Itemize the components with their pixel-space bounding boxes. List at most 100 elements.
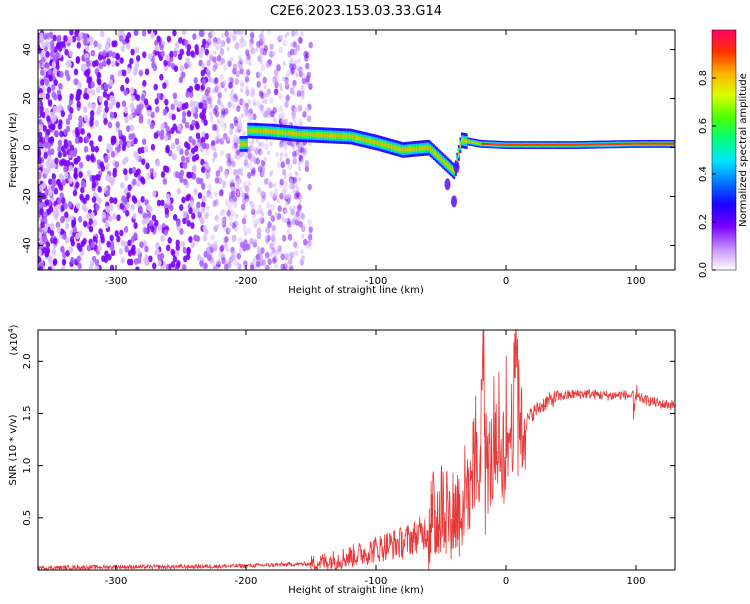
noise-cell	[118, 248, 124, 255]
noise-cell	[195, 122, 200, 130]
noise-cell	[125, 209, 130, 217]
noise-cell	[207, 37, 212, 43]
noise-cell	[190, 50, 195, 58]
noise-cell	[204, 48, 210, 56]
noise-cell	[56, 197, 62, 205]
noise-cell	[135, 266, 140, 270]
noise-cell	[227, 77, 231, 83]
noise-cell	[60, 216, 65, 224]
noise-cell	[109, 79, 114, 87]
noise-cell	[246, 69, 251, 76]
noise-cell	[227, 261, 232, 269]
noise-cell	[81, 65, 86, 72]
noise-cell	[115, 101, 121, 109]
noise-cell	[109, 111, 115, 119]
noise-cell	[47, 255, 53, 263]
noise-cell	[248, 145, 253, 153]
noise-cell	[268, 181, 273, 189]
ridge-peak-cell	[627, 142, 630, 145]
noise-cell	[109, 264, 115, 270]
noise-cell	[83, 205, 88, 213]
noise-cell	[94, 264, 100, 270]
noise-cell	[223, 181, 227, 186]
ridge-cell	[379, 142, 382, 146]
noise-cell	[186, 43, 192, 51]
noise-cell	[181, 116, 187, 124]
noise-cell	[197, 192, 203, 200]
noise-cell	[302, 152, 306, 158]
noise-cell	[86, 212, 91, 220]
noise-cell	[192, 33, 197, 41]
spectrogram-y-tick-label: 20	[22, 92, 33, 105]
ridge-cell	[242, 142, 245, 146]
noise-cell	[108, 103, 113, 110]
noise-cell	[272, 193, 277, 198]
noise-cell	[229, 130, 233, 136]
noise-cell	[121, 144, 127, 152]
noise-cell	[239, 186, 243, 192]
noise-cell	[48, 31, 54, 39]
noise-cell	[292, 90, 296, 96]
ridge-peak-cell	[507, 143, 510, 146]
noise-cell	[38, 62, 41, 70]
noise-cell	[272, 78, 276, 84]
noise-cell	[146, 109, 152, 117]
noise-cell	[162, 82, 167, 90]
noise-cell	[185, 57, 191, 65]
noise-cell	[219, 188, 224, 196]
noise-cell	[240, 190, 245, 198]
ridge-cell	[361, 137, 364, 141]
ridge-peak-cell	[588, 143, 591, 146]
noise-cell	[97, 185, 102, 193]
noise-cell	[76, 255, 81, 263]
ridge-cell	[290, 131, 293, 135]
noise-cell	[140, 176, 145, 184]
noise-cell	[221, 32, 225, 38]
noise-cell	[137, 147, 143, 155]
ridge-peak-cell	[610, 143, 613, 146]
noise-cell	[164, 207, 170, 215]
noise-cell	[70, 256, 75, 264]
noise-cell	[257, 245, 261, 251]
noise-cell	[95, 203, 100, 211]
noise-cell	[140, 94, 146, 101]
noise-cell	[202, 99, 207, 107]
noise-cell	[276, 198, 280, 204]
noise-cell	[225, 246, 229, 252]
noise-cell	[299, 68, 303, 74]
noise-cell	[270, 203, 275, 211]
ridge-peak-cell	[542, 143, 545, 146]
noise-cell	[209, 103, 213, 109]
ridge-cell	[314, 133, 317, 137]
noise-cell	[181, 103, 187, 110]
noise-cell	[200, 83, 205, 91]
ridge-cell	[372, 140, 375, 144]
noise-cell	[229, 198, 234, 206]
noise-cell	[50, 44, 55, 52]
ridge-peak-cell	[602, 143, 605, 146]
spectrogram-x-tick-label: -100	[365, 276, 388, 287]
noise-cell	[41, 111, 46, 119]
noise-cell	[57, 94, 63, 102]
noise-cell	[143, 145, 149, 153]
noise-cell	[41, 92, 47, 100]
noise-cell	[39, 208, 44, 216]
noise-cell	[44, 189, 50, 196]
noise-cell	[184, 39, 189, 47]
noise-cell	[208, 111, 213, 117]
noise-cell	[220, 218, 226, 226]
ridge-cell	[418, 146, 421, 150]
noise-cell	[247, 171, 252, 179]
noise-cell	[176, 144, 181, 152]
ridge-cell	[326, 133, 329, 138]
noise-cell	[40, 69, 45, 77]
noise-cell	[221, 257, 226, 265]
noise-cell	[174, 250, 180, 258]
noise-cell	[47, 155, 53, 163]
noise-cell	[38, 38, 41, 45]
ridge-peak-cell	[654, 142, 657, 145]
noise-cell	[179, 228, 184, 235]
noise-cell	[80, 186, 85, 194]
noise-cell	[216, 133, 220, 139]
ridge-peak-cell	[620, 142, 623, 145]
